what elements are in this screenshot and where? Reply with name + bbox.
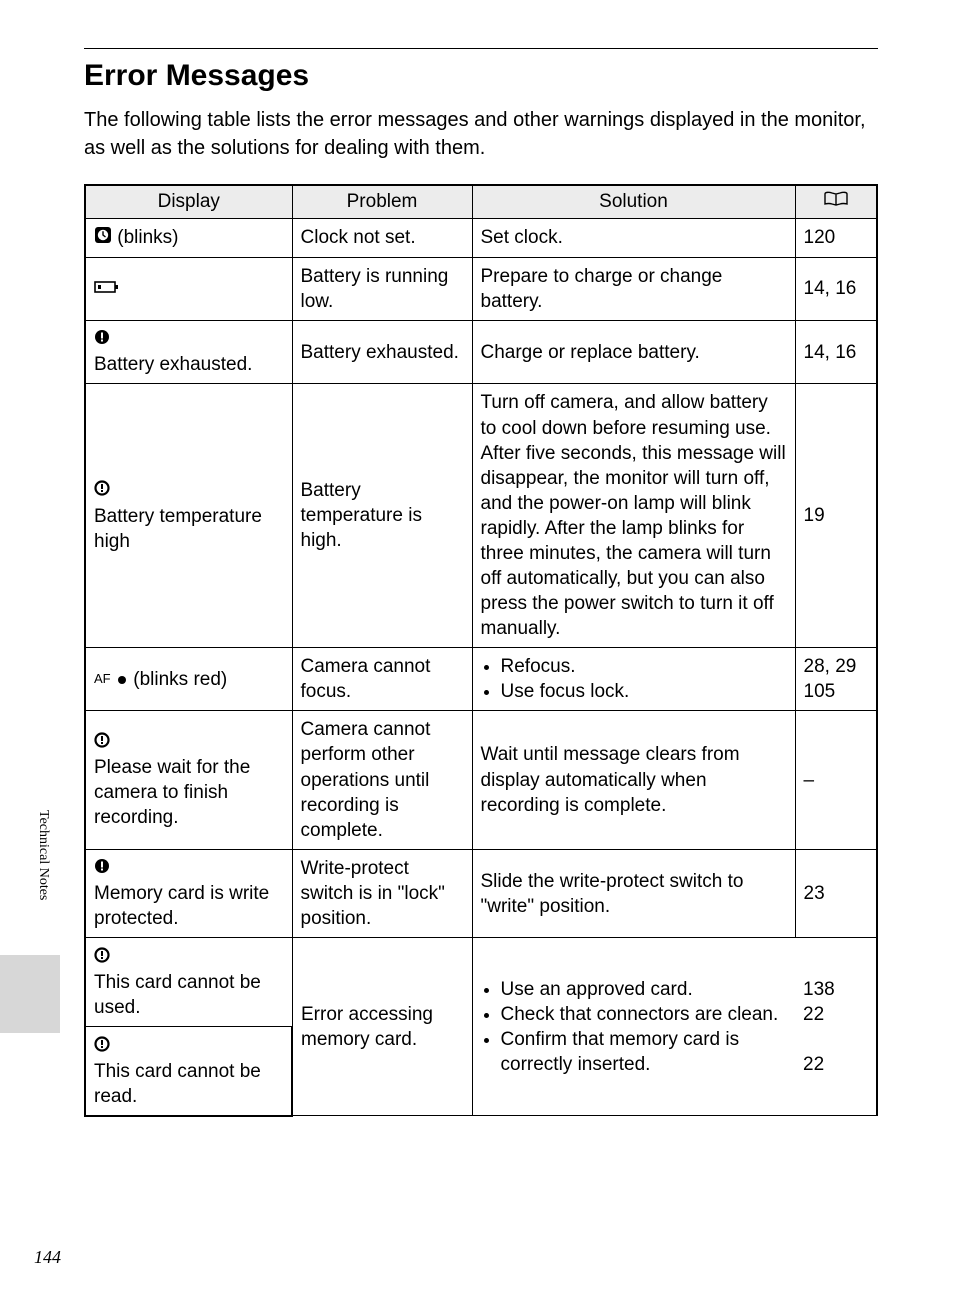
solution-bullet: Use an approved card. [501,977,788,1002]
display-text: This card cannot be read. [94,1061,261,1107]
solution-text: Wait until message clears from display a… [472,711,795,849]
problem-text: Battery exhausted. [292,320,472,384]
manual-page: Error Messages The following table lists… [0,0,954,1314]
problem-text: Clock not set. [292,219,472,258]
af-text-icon: AF [94,667,116,692]
display-text: (blinks) [112,227,179,248]
problem-text: Battery temperature is high. [292,384,472,648]
open-book-icon [823,191,849,213]
problem-text: Camera cannot perform other operations u… [292,711,472,849]
problem-text: Write-protect switch is in "lock" positi… [292,849,472,938]
ref-text: 120 [795,219,877,258]
ref-text: 138 22 22 [795,938,877,1116]
clock-in-square-icon [94,226,112,251]
exclamation-circle-icon [94,730,110,755]
solution-text: Turn off camera, and allow battery to co… [472,384,795,648]
col-display: Display [85,185,292,219]
problem-text: Error accessing memory card. [292,938,472,1116]
focus-dot-icon [116,667,128,692]
display-text: This card cannot be used. [94,972,261,1018]
side-tab-block [0,955,60,1033]
table-row: This card cannot be used. Error accessin… [85,938,877,1027]
table-header-row: Display Problem Solution [85,185,877,219]
ref-text: 28, 29 105 [795,648,877,711]
ref-text: 23 [795,849,877,938]
page-title: Error Messages [84,59,878,93]
solution-text: Use an approved card. Check that connect… [472,938,795,1116]
ref-text: 14, 16 [795,320,877,384]
exclamation-circle-icon [94,1034,110,1059]
table-row: AF (blinks red) Camera cannot focus. Ref… [85,648,877,711]
col-reference [795,185,877,219]
solution-bullet: Check that connectors are clean. [501,1002,788,1027]
solution-text: Slide the write-protect switch to "write… [472,849,795,938]
title-rule [84,48,878,49]
side-tab-label: Technical Notes [35,810,51,900]
solution-text: Prepare to charge or change battery. [472,257,795,320]
display-text: (blinks red) [128,669,227,690]
problem-text: Battery is running low. [292,257,472,320]
table-row: Please wait for the camera to finish rec… [85,711,877,849]
display-text: Battery exhausted. [94,354,252,375]
error-messages-table: Display Problem Solution (blinks) Clock [84,184,878,1117]
solution-bullet: Confirm that memory card is correctly in… [501,1027,788,1077]
solution-bullet: Refocus. [501,654,787,679]
exclamation-circle-icon [94,945,110,970]
ref-text: – [795,711,877,849]
intro-text: The following table lists the error mess… [84,107,878,162]
solution-text: Set clock. [472,219,795,258]
battery-outline-icon [94,276,120,301]
table-row: Battery is running low. Prepare to charg… [85,257,877,320]
table-row: (blinks) Clock not set. Set clock. 120 [85,219,877,258]
table-row: Battery temperature high Battery tempera… [85,384,877,648]
warning-circle-icon [94,327,110,352]
solution-text: Charge or replace battery. [472,320,795,384]
display-text: Battery temperature high [94,506,262,552]
ref-text: 19 [795,384,877,648]
display-text: Memory card is write protected. [94,883,269,929]
table-row: Memory card is write protected. Write-pr… [85,849,877,938]
display-text: Please wait for the camera to finish rec… [94,757,250,828]
col-solution: Solution [472,185,795,219]
ref-text: 14, 16 [795,257,877,320]
solution-text: Refocus. Use focus lock. [472,648,795,711]
svg-text:AF: AF [94,671,111,685]
col-problem: Problem [292,185,472,219]
table-row: Battery exhausted. Battery exhausted. Ch… [85,320,877,384]
page-number: 144 [34,1247,61,1268]
exclamation-circle-icon [94,478,110,503]
problem-text: Camera cannot focus. [292,648,472,711]
solution-bullet: Use focus lock. [501,679,787,704]
warning-circle-icon [94,856,110,881]
